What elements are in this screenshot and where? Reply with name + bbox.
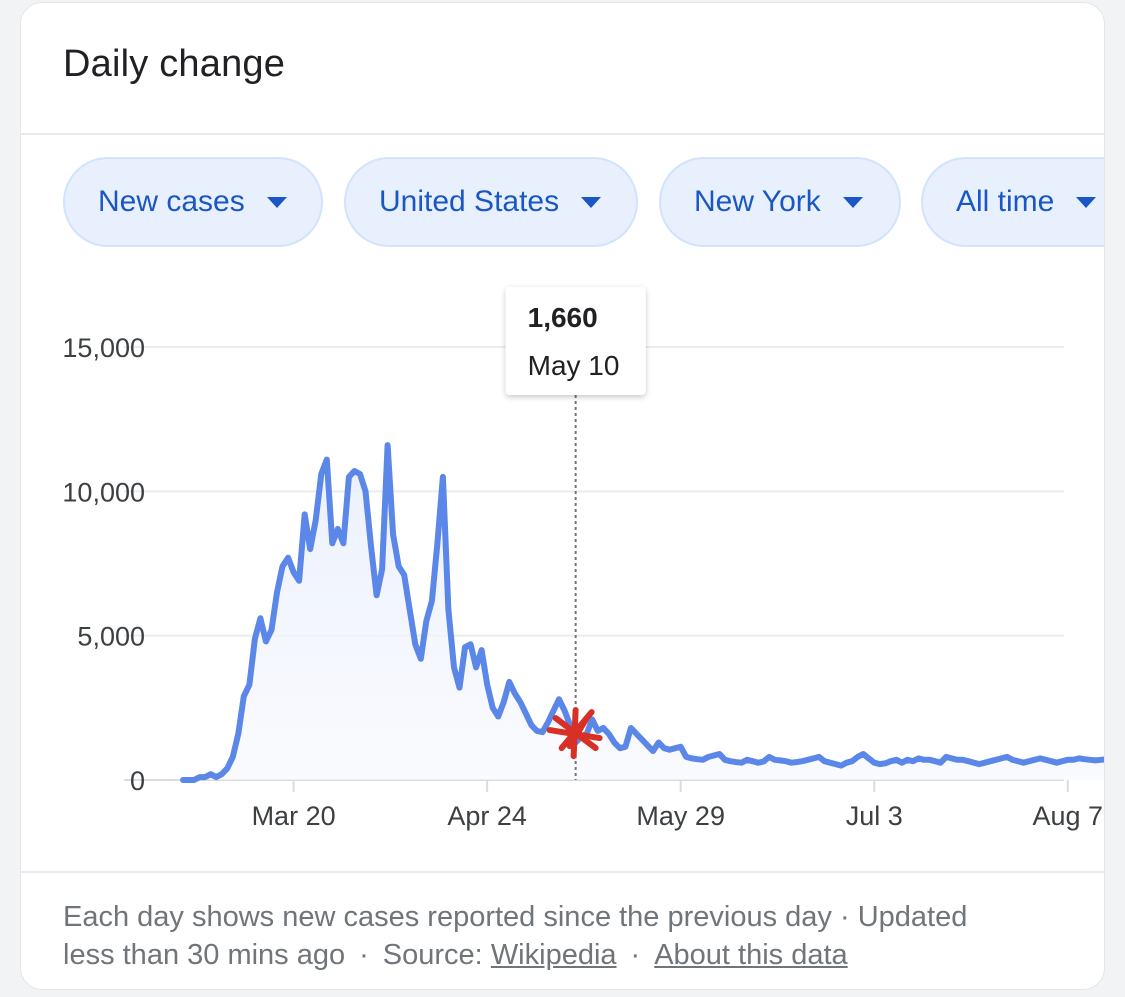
x-tick-label: Jul 3: [846, 801, 903, 831]
updated-text: less than 30 mins ago: [63, 939, 346, 971]
separator: ·: [359, 939, 369, 971]
footer-divider: [21, 871, 1104, 873]
cases-area: [183, 445, 1104, 780]
region-filter-chip[interactable]: New York: [659, 157, 901, 247]
header-divider: [21, 133, 1104, 135]
country-filter-label: United States: [379, 185, 560, 218]
caret-down-icon: [581, 196, 602, 208]
y-tick-label: 5,000: [77, 622, 145, 652]
country-filter-chip[interactable]: United States: [344, 157, 638, 247]
caret-down-icon: [266, 196, 287, 208]
timeframe-filter-chip[interactable]: All time: [921, 157, 1104, 247]
daily-change-card: Daily change New cases United States New…: [20, 2, 1105, 990]
footer-line-2: less than 30 mins ago · Source: Wikipedia ·…: [63, 936, 1063, 974]
tooltip-date: May 10: [528, 350, 620, 381]
cases-line: [180, 442, 1104, 783]
metric-filter-chip[interactable]: New cases: [63, 157, 323, 247]
x-axis: Mar 20 Apr 24 May 29 Jul 3 Aug 7: [252, 780, 1104, 831]
wikipedia-link[interactable]: Wikipedia: [490, 939, 617, 971]
marker-stroke: [566, 717, 589, 750]
source-label: Source:: [382, 939, 483, 971]
x-tick-label: Mar 20: [252, 801, 336, 831]
filter-chips: New cases United States New York All tim…: [21, 157, 1104, 251]
highlight-marker: [546, 707, 603, 760]
about-data-link[interactable]: About this data: [654, 939, 848, 971]
y-axis-labels: 0 5,000 10,000 15,000: [62, 333, 145, 796]
separator: ·: [630, 939, 641, 971]
timeframe-filter-label: All time: [956, 185, 1055, 218]
footer-line-1: Each day shows new cases reported since …: [63, 901, 968, 933]
y-tick-label: 0: [130, 766, 145, 796]
y-tick-label: 15,000: [62, 333, 145, 363]
card-title: Daily change: [63, 43, 286, 85]
caret-down-icon: [1076, 196, 1097, 208]
y-tick-label: 10,000: [62, 477, 145, 507]
x-tick-label: May 29: [636, 801, 725, 831]
caret-down-icon: [842, 196, 863, 208]
tooltip-value: 1,660: [528, 302, 598, 333]
footer: Each day shows new cases reported since …: [63, 898, 1063, 974]
metric-filter-label: New cases: [98, 185, 245, 218]
x-tick-label: Aug 7: [1033, 801, 1104, 831]
tooltip-box: [505, 287, 646, 395]
tooltip: 1,660 May 10: [505, 287, 646, 395]
x-tick-label: Apr 24: [447, 801, 527, 831]
region-filter-label: New York: [694, 185, 821, 218]
daily-cases-chart[interactable]: 0 5,000 10,000 15,000 Mar 20 Apr 24 May 29 Jul…: [21, 263, 1105, 833]
